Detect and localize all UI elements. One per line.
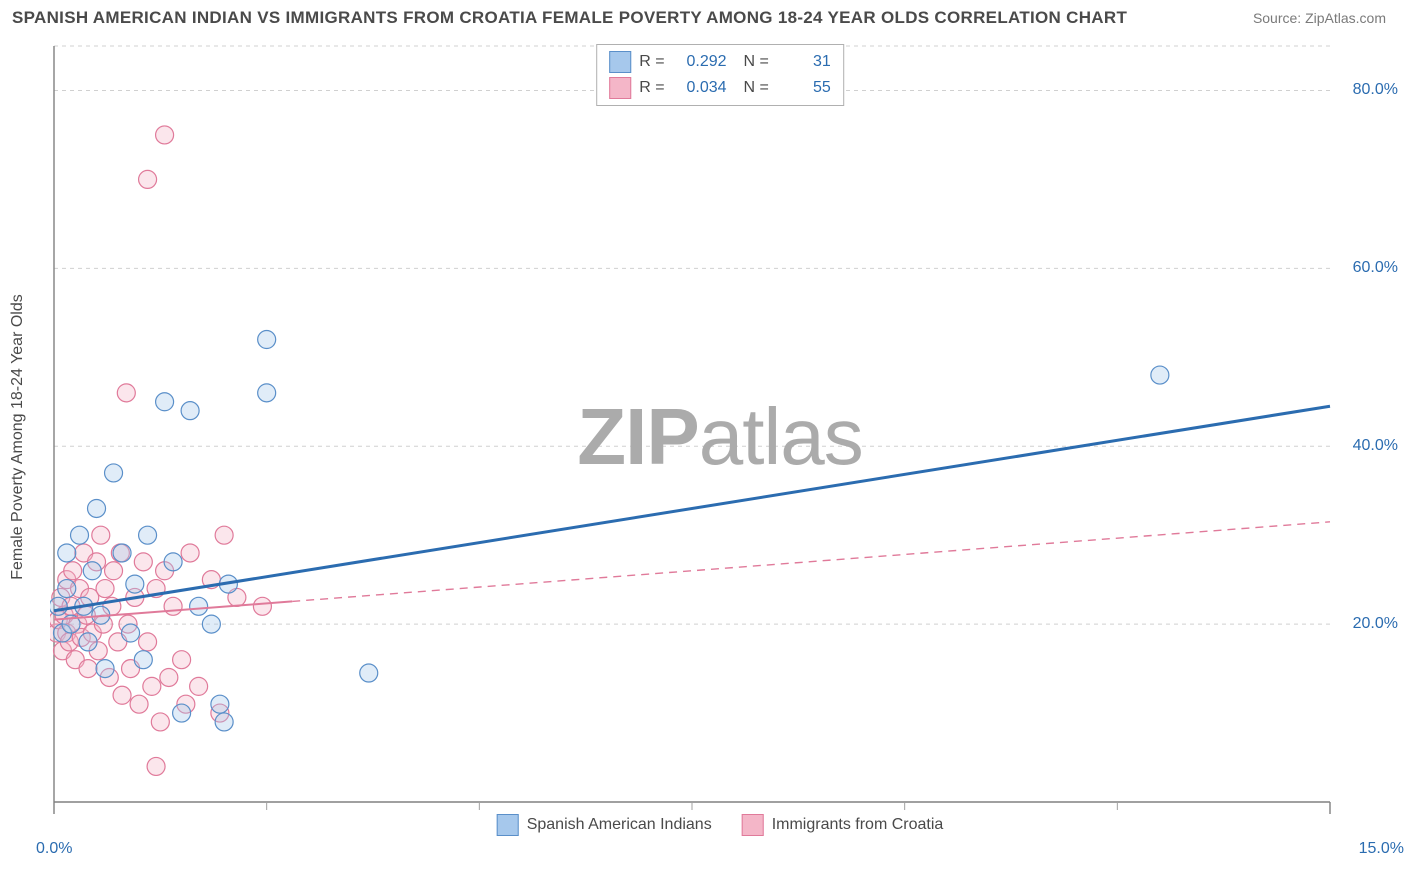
legend-n-value: 55: [777, 79, 831, 97]
y-axis-label: Female Poverty Among 18-24 Year Olds: [9, 294, 27, 580]
legend-series-label: Immigrants from Croatia: [772, 816, 944, 834]
legend-swatch: [742, 814, 764, 836]
y-axis-tick: 60.0%: [1353, 259, 1398, 277]
x-axis-tick: 15.0%: [1359, 840, 1404, 858]
legend-swatch: [497, 814, 519, 836]
chart-area: Female Poverty Among 18-24 Year Olds ZIP…: [50, 42, 1390, 832]
y-axis-tick: 80.0%: [1353, 81, 1398, 99]
legend-item: Spanish American Indians: [497, 814, 712, 836]
legend-r-label: R =: [639, 53, 664, 71]
legend-swatch: [609, 51, 631, 73]
chart-source: Source: ZipAtlas.com: [1253, 10, 1386, 26]
legend-row: R = 0.034 N = 55: [609, 75, 831, 101]
legend-item: Immigrants from Croatia: [742, 814, 944, 836]
legend-n-label: N =: [735, 79, 769, 97]
scatter-plot: [50, 42, 1390, 832]
legend-swatch: [609, 77, 631, 99]
legend-n-value: 31: [777, 53, 831, 71]
chart-title: SPANISH AMERICAN INDIAN VS IMMIGRANTS FR…: [12, 8, 1127, 28]
legend-r-value: 0.034: [673, 79, 727, 97]
y-axis-tick: 20.0%: [1353, 615, 1398, 633]
x-axis-tick: 0.0%: [36, 840, 72, 858]
series-legend: Spanish American Indians Immigrants from…: [489, 814, 952, 836]
legend-series-label: Spanish American Indians: [527, 816, 712, 834]
legend-row: R = 0.292 N = 31: [609, 49, 831, 75]
legend-r-label: R =: [639, 79, 664, 97]
y-axis-tick: 40.0%: [1353, 437, 1398, 455]
legend-n-label: N =: [735, 53, 769, 71]
correlation-legend: R = 0.292 N = 31 R = 0.034 N = 55: [596, 44, 844, 106]
chart-header: SPANISH AMERICAN INDIAN VS IMMIGRANTS FR…: [0, 0, 1406, 32]
legend-r-value: 0.292: [673, 53, 727, 71]
